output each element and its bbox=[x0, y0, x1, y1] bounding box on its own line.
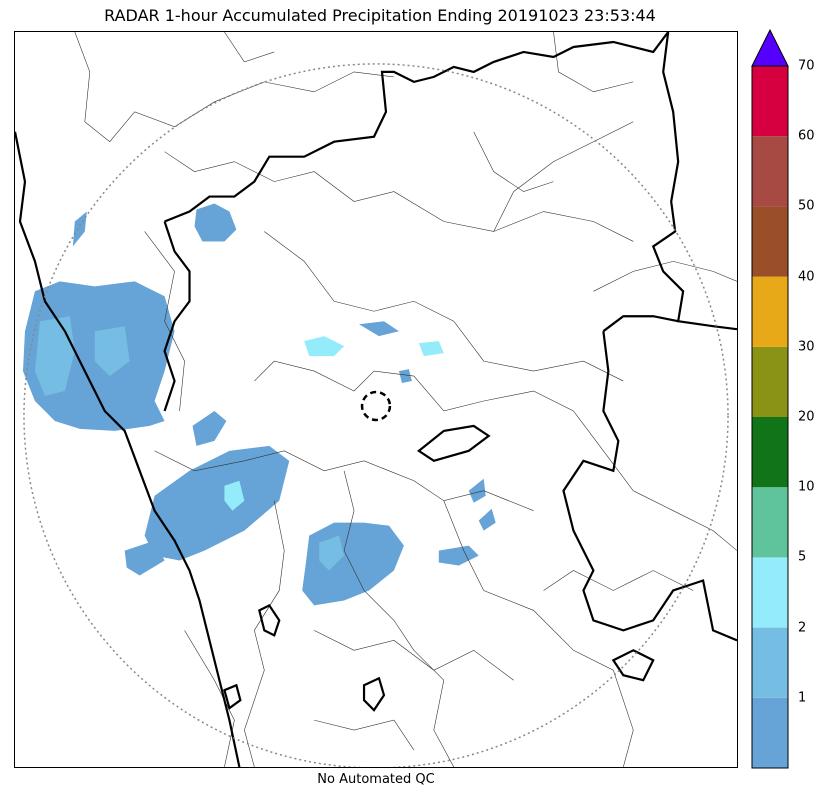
precip-area-southeast-a bbox=[438, 545, 479, 566]
radar-map-canvas bbox=[15, 32, 737, 767]
district-boundaries bbox=[74, 32, 737, 767]
range-ring bbox=[23, 63, 729, 767]
colorbar-tick-label: 60 bbox=[798, 128, 815, 144]
colorbar-tick-label: 40 bbox=[798, 269, 815, 285]
precip-area-center-b bbox=[359, 321, 399, 337]
colorbar-bin bbox=[752, 697, 788, 768]
colorbar-tick-label: 10 bbox=[798, 479, 815, 495]
precip-area-west-strip bbox=[72, 211, 87, 247]
precip-area-north bbox=[194, 203, 237, 242]
precip-area-west-core2 bbox=[94, 326, 130, 377]
colorbar-tick-label: 20 bbox=[798, 409, 815, 425]
colorbar-extend-arrow bbox=[751, 28, 789, 67]
state-boundaries bbox=[15, 32, 737, 767]
colorbar-tick-label: 2 bbox=[798, 620, 807, 636]
precip-area-center-d bbox=[398, 369, 412, 384]
colorbar-tick-label: 50 bbox=[798, 198, 815, 214]
colorbar bbox=[751, 28, 789, 769]
radar-map[interactable] bbox=[14, 31, 738, 768]
precip-area-southeast-c bbox=[478, 508, 496, 531]
precip-area-southwest-c bbox=[192, 410, 227, 446]
colorbar-svg bbox=[751, 28, 789, 769]
colorbar-bin bbox=[752, 487, 788, 558]
precip-area-southwest-core bbox=[224, 480, 245, 511]
precip-area-west-core bbox=[34, 316, 75, 397]
colorbar-bin bbox=[752, 346, 788, 417]
colorbar-bin bbox=[752, 417, 788, 488]
colorbar-tick-label: 5 bbox=[798, 549, 807, 565]
colorbar-tick-label: 70 bbox=[798, 58, 815, 74]
colorbar-bin bbox=[752, 276, 788, 347]
colorbar-bin bbox=[752, 66, 788, 137]
colorbar-frame bbox=[751, 65, 789, 769]
precip-area-southwest-b bbox=[124, 540, 165, 576]
precip-area-southwest-a bbox=[144, 445, 290, 561]
precip-area-center-c bbox=[418, 341, 444, 357]
qc-footer: No Automated QC bbox=[317, 772, 435, 787]
precip-area-center-a bbox=[304, 336, 345, 357]
colorbar-bin bbox=[752, 136, 788, 207]
colorbar-tick-label: 1 bbox=[798, 690, 807, 706]
precip-area-south bbox=[302, 522, 404, 606]
precipitation-layer bbox=[22, 203, 496, 606]
radar-site-marker bbox=[360, 390, 392, 422]
colorbar-bin bbox=[752, 206, 788, 277]
map-title: RADAR 1-hour Accumulated Precipitation E… bbox=[104, 6, 656, 25]
precip-area-southeast-b bbox=[468, 478, 486, 503]
colorbar-tick-label: 30 bbox=[798, 339, 815, 355]
colorbar-bin bbox=[752, 557, 788, 628]
colorbar-bin bbox=[752, 627, 788, 698]
